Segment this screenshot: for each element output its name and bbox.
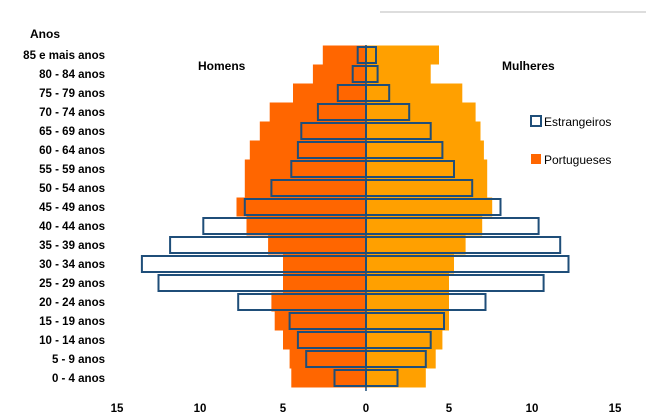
- portugueses-mulheres-bar-16: [366, 349, 436, 369]
- x-tick-label-6: 15: [609, 403, 622, 415]
- category-label-9: 40 - 44 anos: [39, 221, 105, 233]
- portugueses-mulheres-bar-8: [366, 197, 493, 217]
- category-label-13: 20 - 24 anos: [39, 297, 105, 309]
- portugueses-homens-bar-13: [271, 292, 366, 312]
- portugueses-homens-bar-9: [246, 216, 366, 236]
- portugueses-mulheres-bar-11: [366, 254, 454, 274]
- portugueses-homens-bar-14: [274, 311, 366, 331]
- category-label-17: 0 - 4 anos: [52, 373, 105, 385]
- category-labels: 85 e mais anos 80 - 84 anos 75 - 79 anos 70…: [23, 50, 105, 385]
- portugueses-homens-bar-5: [249, 140, 366, 160]
- portugueses-mulheres-bar-14: [366, 311, 449, 331]
- x-tick-label-4: 5: [446, 403, 453, 415]
- portugueses-homens-bar-10: [268, 235, 366, 255]
- category-label-12: 25 - 29 anos: [39, 278, 105, 290]
- category-label-6: 55 - 59 anos: [39, 164, 105, 176]
- portugueses-homens-bar-1: [312, 64, 366, 84]
- portugueses-homens-bar-15: [283, 330, 366, 350]
- x-tick-label-5: 10: [526, 403, 539, 415]
- portugueses-homens-bar-0: [322, 45, 366, 65]
- category-label-0: 85 e mais anos: [23, 50, 105, 62]
- portugueses-mulheres-bar-17: [366, 368, 426, 388]
- portugueses-mulheres-bar-0: [366, 45, 439, 65]
- portugueses-homens-bar-8: [236, 197, 366, 217]
- portugueses-mulheres-bar-12: [366, 273, 449, 293]
- portugueses-mulheres-bar-10: [366, 235, 466, 255]
- portugueses-homens-bar-16: [289, 349, 366, 369]
- portugueses-mulheres-bar-6: [366, 159, 488, 179]
- portugueses-homens-bar-11: [283, 254, 366, 274]
- y-axis-title: Anos: [30, 27, 60, 41]
- portugueses-mulheres-bar-3: [366, 102, 476, 122]
- left-label-homens: Homens: [198, 59, 246, 73]
- x-tick-label-2: 5: [280, 403, 287, 415]
- category-label-16: 5 - 9 anos: [52, 354, 105, 366]
- category-label-3: 70 - 74 anos: [39, 107, 105, 119]
- portugueses-homens-bar-7: [244, 178, 366, 198]
- x-tick-label-1: 10: [194, 403, 207, 415]
- category-label-11: 30 - 34 anos: [39, 259, 105, 271]
- portugueses-homens-bar-6: [244, 159, 366, 179]
- category-label-1: 80 - 84 anos: [39, 69, 105, 81]
- portugueses-mulheres-bar-7: [366, 178, 488, 198]
- portugueses-mulheres-bar-15: [366, 330, 443, 350]
- portugueses-homens-bar-17: [291, 368, 366, 388]
- category-label-14: 15 - 19 anos: [39, 316, 105, 328]
- portugueses-bars: [236, 45, 493, 388]
- portugueses-mulheres-bar-1: [366, 64, 431, 84]
- category-label-7: 50 - 54 anos: [39, 183, 105, 195]
- category-label-15: 10 - 14 anos: [39, 335, 105, 347]
- category-label-10: 35 - 39 anos: [39, 240, 105, 252]
- legend-swatch-estrangeiros: [530, 115, 542, 127]
- portugueses-mulheres-bar-4: [366, 121, 481, 141]
- x-tick-label-0: 15: [111, 403, 124, 415]
- legend-swatch-portugueses: [531, 154, 541, 164]
- legend-label-estrangeiros: Estrangeiros: [544, 115, 611, 129]
- portugueses-homens-bar-12: [283, 273, 366, 293]
- portugueses-mulheres-bar-13: [366, 292, 449, 312]
- category-label-8: 45 - 49 anos: [39, 202, 105, 214]
- portugueses-homens-bar-4: [259, 121, 366, 141]
- portugueses-mulheres-bar-9: [366, 216, 483, 236]
- category-label-4: 65 - 69 anos: [39, 126, 105, 138]
- category-label-2: 75 - 79 anos: [39, 88, 105, 100]
- legend: Estrangeiros Portugueses: [530, 115, 611, 167]
- category-label-5: 60 - 64 anos: [39, 145, 105, 157]
- x-tick-labels: 15 10 5 0 5 10 15: [111, 403, 622, 415]
- portugueses-mulheres-bar-5: [366, 140, 484, 160]
- portugueses-homens-bar-2: [293, 83, 366, 103]
- x-tick-label-3: 0: [363, 403, 369, 415]
- portugueses-mulheres-bar-2: [366, 83, 463, 103]
- legend-label-portugueses: Portugueses: [544, 153, 611, 167]
- right-label-mulheres: Mulheres: [502, 59, 555, 73]
